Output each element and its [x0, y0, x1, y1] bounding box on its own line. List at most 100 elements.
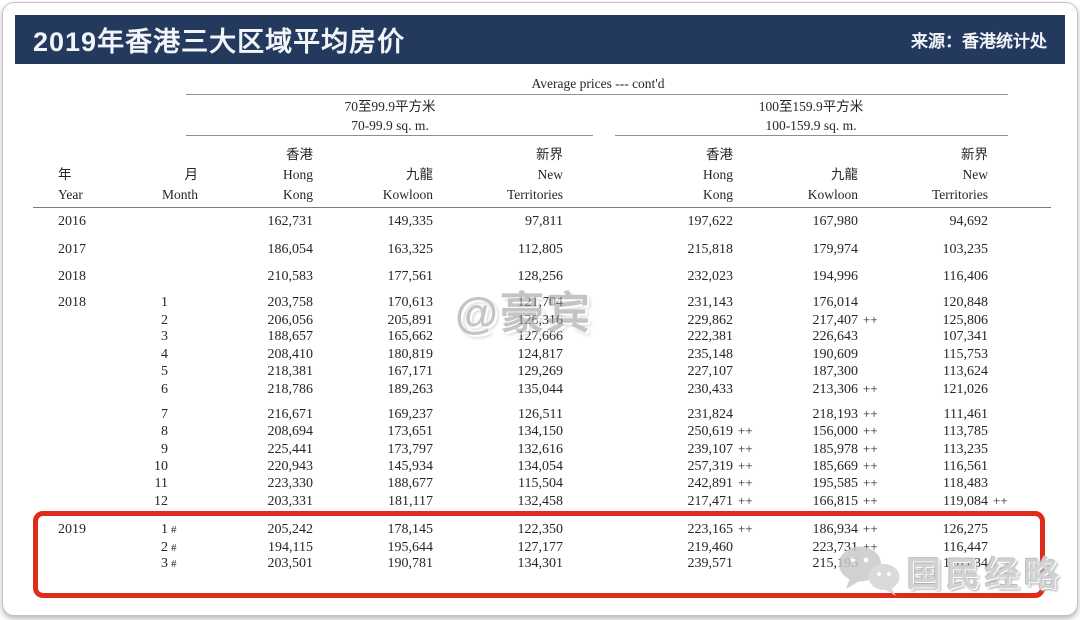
table-row: 2 206,056 205,891 126,316 229,862 217,407 ++ 12… — [33, 311, 1051, 328]
cell-value: 134,054 — [517, 459, 564, 475]
cell-mark: ++ — [863, 405, 878, 421]
cell-value: 222,381 — [687, 329, 734, 345]
cell-value: 177,561 — [387, 269, 434, 284]
cell-mark: ++ — [863, 440, 878, 456]
cell-value: 115,753 — [943, 346, 988, 362]
cell-month: 8 — [161, 424, 168, 440]
cell-value: 185,669 — [812, 459, 859, 475]
table-row: 2017 186,054 163,325 112,805 215,818 179,974 1… — [33, 236, 1051, 264]
cell-value: 156,000 — [812, 424, 859, 440]
cell-value: 230,433 — [687, 382, 734, 398]
cell-mark: ++ — [738, 521, 753, 537]
cell-value: 190,609 — [812, 346, 859, 362]
cell-value: 125,806 — [942, 312, 989, 328]
cell-value: 121,704 — [517, 294, 564, 310]
cell-month-mark: # — [171, 541, 177, 554]
cell-month: 7 — [161, 406, 168, 422]
table-row: 10 220,943 145,934 134,054 257,319 ++ 185,669 +… — [33, 457, 1051, 474]
cell-value: 94,692 — [949, 214, 989, 229]
table-row: 2018 210,583 177,561 128,256 232,023 194,996 1… — [33, 263, 1051, 291]
highlight-box-2019 — [33, 511, 1045, 598]
divider-top — [186, 94, 1008, 95]
cell-value: 132,616 — [517, 441, 564, 457]
cell-month: 2 — [161, 539, 168, 555]
cell-value: 239,571 — [687, 555, 734, 571]
cell-value: 126,275 — [942, 522, 989, 538]
cell-value: 120,848 — [942, 294, 989, 310]
cell-value: 145,934 — [387, 459, 434, 475]
table-caption: Average prices --- cont'd — [531, 76, 665, 91]
table-body: 2016 162,731 149,335 97,811 197,622 167,980 94… — [33, 208, 1051, 572]
col-header-hk-c: 香港 Hong Kong — [283, 147, 313, 202]
page-title: 2019年香港三大区域平均房价 — [33, 27, 406, 57]
cell-value: 206,056 — [267, 312, 314, 328]
cell-value: 116,447 — [943, 539, 988, 555]
cell-value: 205,891 — [387, 312, 434, 328]
table-row: 8 208,694 173,651 134,150 250,619 ++ 156,000 ++… — [33, 422, 1051, 439]
cell-value: 165,662 — [387, 329, 434, 345]
cell-month: 3 — [161, 555, 168, 571]
cell-value: 113,785 — [943, 424, 988, 440]
cell-month: 3 — [161, 329, 168, 345]
cell-value: 176,014 — [812, 294, 859, 310]
cell-value: 126,316 — [517, 312, 564, 328]
cell-value: 223,330 — [267, 476, 314, 492]
col-header-hk-d: 香港 Hong Kong — [703, 147, 733, 202]
table-row: 5 218,381 167,171 129,269 227,107 187,300 113,… — [33, 363, 1051, 380]
cell-value: 179,974 — [812, 241, 859, 257]
group-100-159-zh: 100至159.9平方米 — [758, 99, 864, 114]
cell-value: 118,634 — [943, 555, 988, 571]
table-row: 3 188,657 165,662 127,666 222,381 226,643 107,… — [33, 328, 1051, 345]
col-header-nt-d: 新界 New Territories — [931, 147, 988, 202]
table-row: 12 203,331 181,117 132,458 217,471 ++ 166,815 +… — [33, 492, 1051, 509]
group-100-159-en: 100-159.9 sq. m. — [765, 118, 857, 133]
cell-value: 231,824 — [687, 406, 734, 422]
cell-value: 235,148 — [687, 346, 734, 362]
logo: 国民经略 — [837, 543, 1063, 599]
cell-value: 113,235 — [943, 441, 988, 457]
divider-group-d — [615, 135, 1008, 136]
cell-value: 186,054 — [267, 241, 314, 257]
cell-value: 223,165 — [687, 522, 734, 538]
cell-value: 195,644 — [387, 539, 434, 555]
cell-value: 112,805 — [518, 241, 563, 257]
cell-value: 132,458 — [517, 493, 564, 509]
cell-value: 134,301 — [517, 555, 564, 571]
cell-value: 208,410 — [267, 346, 314, 362]
cell-value: 227,107 — [687, 364, 734, 380]
cell-value: 178,145 — [387, 522, 434, 538]
cell-mark: ++ — [738, 423, 753, 439]
cell-value: 111,461 — [943, 406, 988, 422]
cell-value: 173,797 — [387, 441, 434, 457]
cell-value: 218,381 — [267, 364, 314, 380]
source-label: 来源：香港统计处 — [911, 32, 1047, 51]
cell-mark: ++ — [863, 475, 878, 491]
cell-value: 126,511 — [518, 406, 563, 422]
table-row: 2016 162,731 149,335 97,811 197,622 167,980 94… — [33, 208, 1051, 236]
cell-value: 134,150 — [517, 424, 564, 440]
cell-value: 217,471 — [687, 493, 734, 509]
col-header-year: 年 Year — [58, 167, 83, 202]
cell-value: 215,818 — [687, 241, 734, 257]
cell-value: 195,585 — [812, 476, 859, 492]
table-row: 7 216,671 169,237 126,511 231,824 218,193 ++ 11… — [33, 405, 1051, 422]
cell-month: 10 — [154, 459, 168, 475]
cell-value: 189,263 — [387, 382, 434, 398]
cell-value: 242,891 — [687, 476, 734, 492]
cell-year: 2017 — [58, 241, 86, 257]
cell-value: 180,819 — [387, 346, 434, 362]
table-area: Average prices --- cont'd 70至99.9平方米 70-… — [33, 69, 1051, 614]
cell-value: 97,811 — [525, 214, 563, 229]
cell-month: 11 — [154, 476, 168, 492]
cell-value: 231,143 — [687, 294, 734, 310]
cell-month: 6 — [161, 382, 168, 398]
cell-value: 219,460 — [687, 539, 734, 555]
cell-value: 226,643 — [812, 329, 859, 345]
cell-mark: ++ — [863, 521, 878, 537]
cell-value: 213,306 — [812, 382, 859, 398]
cell-year: 2018 — [58, 269, 86, 284]
cell-value: 239,107 — [687, 441, 734, 457]
cell-value: 167,171 — [387, 364, 434, 380]
cell-month: 12 — [154, 493, 168, 509]
